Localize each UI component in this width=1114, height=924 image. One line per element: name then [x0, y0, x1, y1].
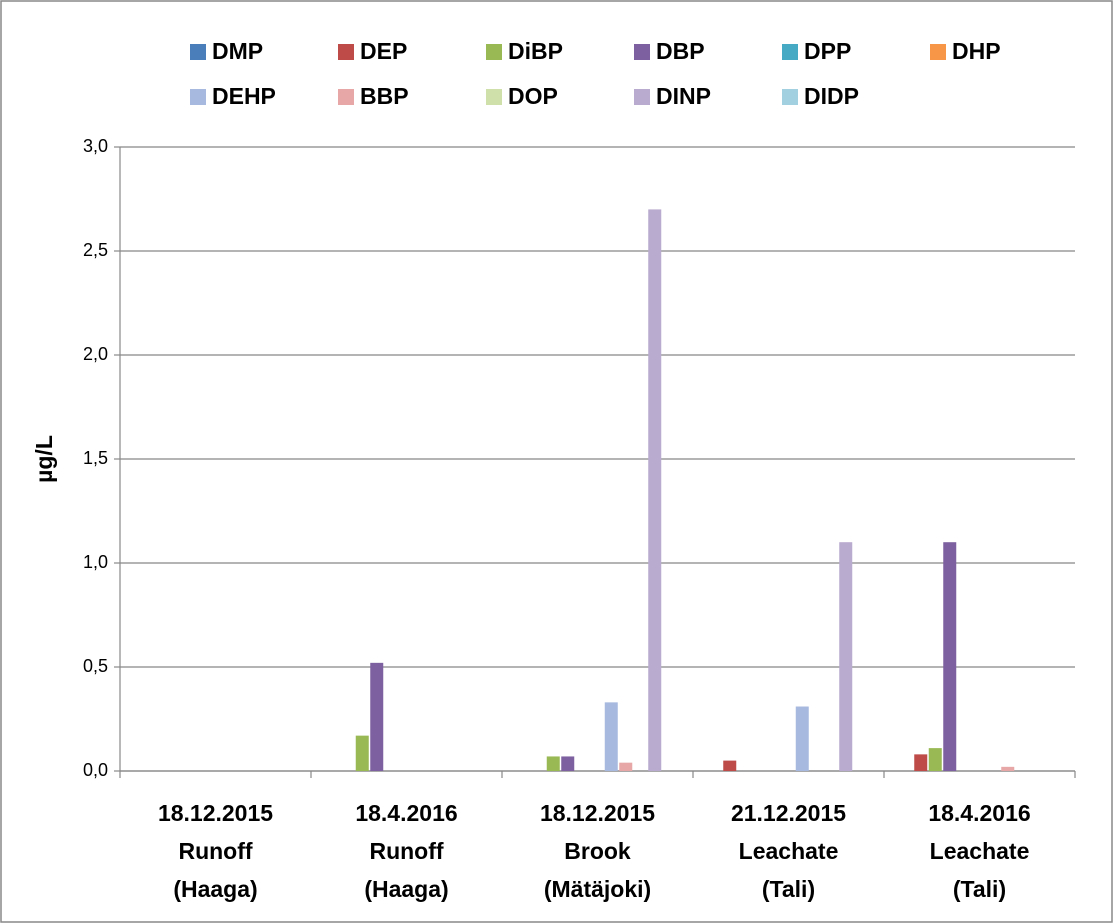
- x-tick-label: (Haaga): [173, 876, 257, 902]
- x-tick-label: (Haaga): [364, 876, 448, 902]
- x-tick-label: 21.12.2015: [731, 800, 846, 826]
- bar: [943, 542, 957, 771]
- bar: [839, 542, 853, 771]
- legend-swatch: [634, 89, 650, 105]
- x-tick-label: Brook: [564, 838, 631, 864]
- legend-label: DiBP: [508, 38, 563, 64]
- x-tick-label: 18.4.2016: [928, 800, 1030, 826]
- legend-swatch: [190, 44, 206, 60]
- x-tick-label: Leachate: [930, 838, 1030, 864]
- legend-label: DBP: [656, 38, 705, 64]
- legend-swatch: [190, 89, 206, 105]
- legend-swatch: [338, 89, 354, 105]
- legend-label: DMP: [212, 38, 263, 64]
- bar: [723, 760, 737, 771]
- bar: [604, 702, 618, 771]
- bar: [546, 756, 560, 771]
- bar: [561, 756, 575, 771]
- bar: [619, 762, 633, 771]
- bar: [355, 735, 369, 771]
- x-tick-label: Runoff: [369, 838, 443, 864]
- legend-label: BBP: [360, 83, 409, 109]
- legend-label: DIDP: [804, 83, 859, 109]
- y-tick-label: 3,0: [83, 136, 108, 156]
- y-tick-label: 2,0: [83, 344, 108, 364]
- legend-label: DHP: [952, 38, 1001, 64]
- bar: [648, 209, 662, 771]
- bar: [928, 748, 942, 771]
- y-tick-label: 0,5: [83, 656, 108, 676]
- legend-swatch: [634, 44, 650, 60]
- y-tick-label: 0,0: [83, 760, 108, 780]
- legend-swatch: [486, 89, 502, 105]
- bar: [795, 706, 809, 771]
- x-tick-label: (Tali): [762, 876, 815, 902]
- legend-swatch: [486, 44, 502, 60]
- x-tick-label: 18.12.2015: [540, 800, 655, 826]
- legend-label: DPP: [804, 38, 851, 64]
- legend-label: DINP: [656, 83, 711, 109]
- y-axis-label: µg/L: [31, 435, 57, 483]
- legend-label: DOP: [508, 83, 558, 109]
- y-tick-label: 1,0: [83, 552, 108, 572]
- x-tick-label: 18.12.2015: [158, 800, 273, 826]
- x-tick-label: (Mätäjoki): [544, 876, 651, 902]
- bar: [914, 754, 928, 771]
- y-tick-label: 1,5: [83, 448, 108, 468]
- legend-label: DEP: [360, 38, 407, 64]
- legend-swatch: [338, 44, 354, 60]
- legend-swatch: [782, 44, 798, 60]
- x-tick-label: Leachate: [739, 838, 839, 864]
- legend-swatch: [782, 89, 798, 105]
- x-tick-label: (Tali): [953, 876, 1006, 902]
- bar: [370, 662, 384, 771]
- legend-swatch: [930, 44, 946, 60]
- bar: [1001, 766, 1015, 771]
- y-tick-label: 2,5: [83, 240, 108, 260]
- x-tick-label: Runoff: [178, 838, 252, 864]
- legend-label: DEHP: [212, 83, 276, 109]
- x-tick-label: 18.4.2016: [355, 800, 457, 826]
